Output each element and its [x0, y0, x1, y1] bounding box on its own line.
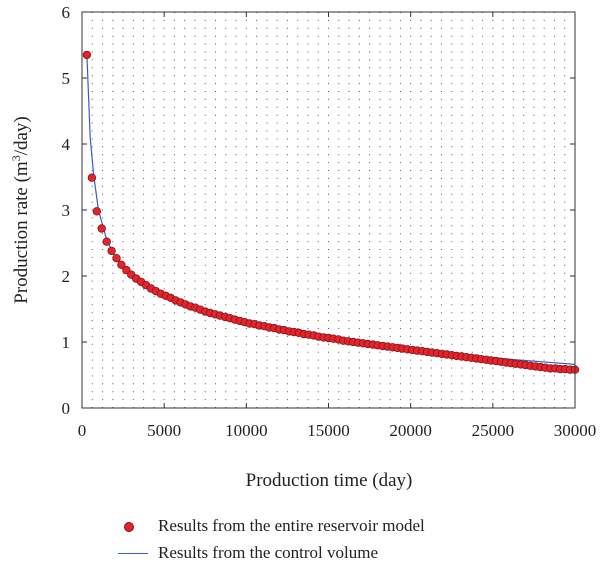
- legend: Results from the entire reservoir model …: [118, 512, 425, 566]
- y-tick-label: 1: [62, 333, 71, 352]
- marker-icon: [118, 519, 148, 533]
- y-axis: 0 1 2 3 4 5 6: [62, 3, 575, 418]
- y-tick-label: 5: [62, 69, 71, 88]
- x-tick-label: 20000: [389, 421, 432, 440]
- y-tick-label: 0: [62, 399, 71, 418]
- x-axis: 0 5000 10000 15000 20000 25000 30000: [78, 12, 597, 440]
- data-point: [112, 254, 121, 263]
- data-point: [102, 237, 111, 246]
- legend-label: Results from the entire reservoir model: [158, 515, 425, 535]
- legend-item-reservoir-model: Results from the entire reservoir model: [118, 512, 425, 539]
- y-axis-title: Production rate (m3/day): [9, 116, 32, 304]
- y-tick-label: 4: [62, 135, 71, 154]
- data-point: [82, 50, 92, 60]
- x-tick-label: 25000: [472, 421, 515, 440]
- x-tick-label: 30000: [554, 421, 597, 440]
- grid: [91, 12, 566, 408]
- legend-label: Results from the control volume: [158, 542, 379, 562]
- x-tick-label: 5000: [147, 421, 181, 440]
- y-tick-label: 3: [62, 201, 71, 220]
- x-axis-title: Production time (day): [246, 470, 413, 491]
- data-point: [92, 207, 101, 216]
- x-tick-label: 0: [78, 421, 87, 440]
- data-point: [87, 173, 97, 182]
- x-tick-label: 10000: [225, 421, 268, 440]
- data-point: [97, 224, 106, 233]
- legend-item-control-volume: Results from the control volume: [118, 539, 425, 566]
- data-point: [107, 246, 116, 256]
- series-points-reservoir-model: [82, 50, 580, 374]
- data-point: [117, 260, 126, 269]
- y-tick-label: 2: [62, 267, 71, 286]
- line-icon: [118, 546, 148, 560]
- x-tick-label: 15000: [307, 421, 350, 440]
- y-tick-label: 6: [62, 3, 71, 22]
